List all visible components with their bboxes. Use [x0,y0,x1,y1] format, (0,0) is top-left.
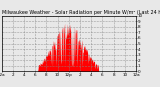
Text: Milwaukee Weather - Solar Radiation per Minute W/m² (Last 24 Hours): Milwaukee Weather - Solar Radiation per … [2,10,160,15]
